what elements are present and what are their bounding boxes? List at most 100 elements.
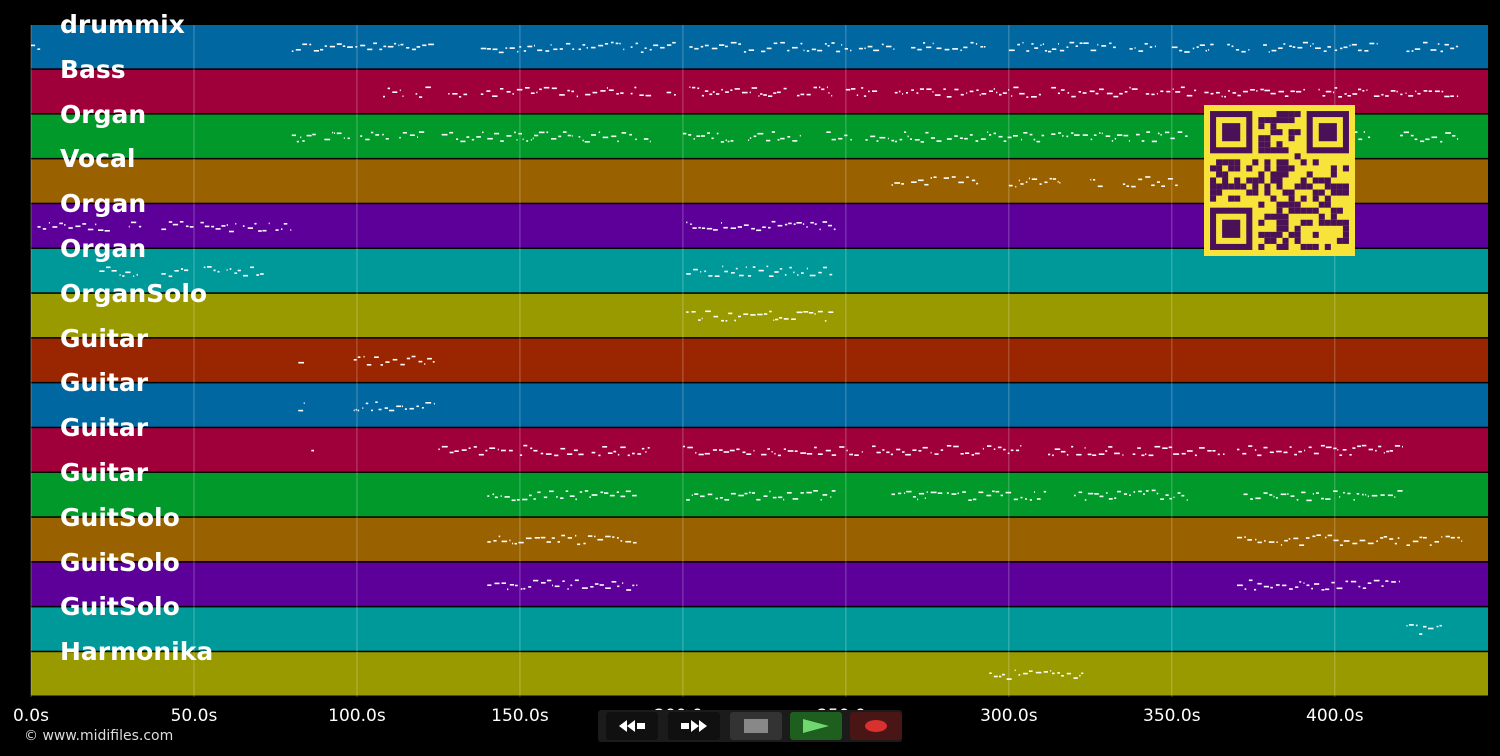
track-label: GuitSolo: [60, 502, 180, 532]
note-segment: [894, 86, 1041, 98]
time-tick-label: 300.0s: [980, 706, 1038, 726]
note-segment: [686, 310, 834, 322]
note-segment: [1334, 42, 1378, 52]
note-segment: [761, 41, 805, 53]
note-segment: [360, 131, 389, 141]
track-label: Harmonika: [60, 637, 214, 667]
note-segment: [226, 266, 264, 277]
note-segment: [399, 131, 425, 139]
stop-button[interactable]: [730, 712, 782, 740]
note-segment: [1263, 43, 1286, 53]
note-segment: [200, 221, 237, 233]
note-segment: [128, 221, 142, 228]
note-segment: [806, 42, 852, 53]
track-lane[interactable]: [31, 293, 1488, 338]
note-segment: [911, 176, 937, 186]
track-label: Organ: [60, 189, 147, 219]
note-segment: [578, 131, 637, 143]
fast-forward-button[interactable]: [668, 712, 720, 740]
note-segment: [797, 86, 833, 97]
note-segment: [1406, 624, 1442, 635]
track-lane[interactable]: [31, 383, 1488, 427]
play-button[interactable]: [790, 712, 842, 740]
note-segment: [1325, 534, 1400, 546]
note-segment: [291, 133, 316, 143]
fast-forward-icon: [681, 720, 707, 732]
note-segment: [1008, 177, 1061, 188]
note-segment: [353, 355, 435, 366]
note-segment: [37, 222, 110, 232]
track-label: Guitar: [60, 368, 149, 398]
note-segment: [989, 669, 1084, 680]
note-segment: [1289, 41, 1331, 52]
note-segment: [1243, 490, 1403, 502]
note-segment: [487, 131, 573, 142]
record-icon: [865, 720, 887, 732]
note-segment: [946, 490, 1047, 501]
note-segment: [298, 402, 305, 412]
track-label: Organ: [60, 234, 147, 263]
note-segment: [275, 223, 292, 231]
note-segment: [761, 446, 863, 457]
track-lane[interactable]: [31, 607, 1488, 651]
track-lane[interactable]: [31, 25, 1488, 69]
time-tick-label: 100.0s: [328, 706, 386, 726]
time-tick-label: 50.0s: [170, 706, 218, 726]
note-segment: [161, 221, 194, 231]
stop-icon: [744, 719, 768, 733]
note-segment: [1308, 444, 1403, 456]
time-tick-label: 350.0s: [1143, 706, 1201, 726]
note-segment: [298, 361, 304, 364]
note-segment: [438, 445, 513, 456]
note-segment: [946, 445, 1022, 456]
time-tick-label: 0.0s: [13, 706, 49, 726]
note-segment: [1204, 88, 1305, 98]
note-segment: [415, 86, 431, 98]
track-lane[interactable]: [31, 338, 1488, 382]
note-segment: [1008, 41, 1116, 53]
note-segment: [1051, 86, 1138, 98]
note-segment: [1445, 535, 1463, 542]
track-lane[interactable]: [31, 652, 1488, 696]
note-segment: [865, 131, 942, 143]
time-tick-label: 400.0s: [1306, 706, 1364, 726]
note-segment: [1090, 178, 1103, 188]
note-segment: [1227, 43, 1250, 53]
note-segment: [519, 444, 584, 457]
track-label: Guitar: [60, 458, 149, 487]
note-segment: [686, 220, 836, 232]
rewind-button[interactable]: [606, 712, 658, 740]
track-label: Guitar: [60, 323, 149, 353]
note-segment: [1237, 445, 1306, 457]
track-lane[interactable]: [31, 428, 1488, 472]
note-segment: [1237, 579, 1400, 591]
track-lane[interactable]: [31, 517, 1488, 562]
note-segment: [643, 138, 651, 143]
note-segment: [748, 131, 801, 142]
note-segment: [1048, 445, 1124, 457]
note-segment: [480, 86, 578, 98]
note-segment: [630, 86, 652, 97]
note-segment: [826, 131, 852, 141]
track-lane[interactable]: [31, 562, 1488, 606]
note-segment: [630, 41, 676, 53]
note-segment: [1373, 90, 1459, 98]
transport-bar: [598, 710, 902, 742]
play-icon: [803, 719, 829, 733]
note-segment: [666, 91, 676, 96]
note-segment: [1074, 489, 1188, 501]
track-label: Guitar: [60, 413, 149, 443]
note-segment: [441, 131, 484, 143]
copyright-text: © www.midifiles.com: [24, 728, 174, 744]
note-segment: [591, 446, 650, 457]
track-label: GuitSolo: [60, 547, 180, 577]
record-button[interactable]: [850, 712, 902, 740]
qr-code-icon[interactable]: [1204, 105, 1355, 256]
note-segment: [689, 86, 787, 97]
track-label: Vocal: [60, 144, 136, 174]
note-segment: [689, 41, 755, 53]
note-segment: [1129, 43, 1156, 52]
note-segment: [1406, 41, 1459, 53]
note-segment: [480, 42, 575, 54]
note-segment: [943, 176, 979, 185]
